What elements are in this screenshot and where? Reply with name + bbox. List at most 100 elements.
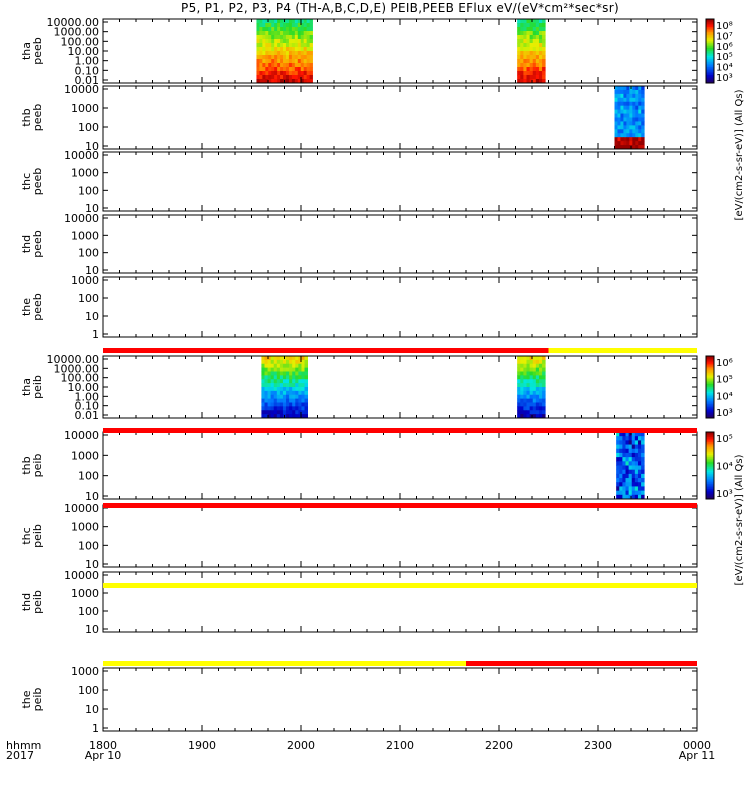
panel-label-thc-peib: thc bbox=[20, 527, 33, 544]
y-tick-label: 10.00 bbox=[68, 381, 100, 394]
mode-bar-bar-2 bbox=[103, 428, 697, 433]
panel-label-the-peeb: the bbox=[20, 298, 33, 316]
y-tick-label: 1000 bbox=[71, 274, 99, 287]
y-tick-label: 1.00 bbox=[75, 55, 100, 68]
chart-title: P5, P1, P2, P3, P4 (TH-A,B,C,D,E) PEIB,P… bbox=[181, 1, 619, 15]
y-tick-label: 1000 bbox=[71, 665, 99, 678]
mode-bar-segment bbox=[466, 661, 697, 666]
mode-bar-segment bbox=[103, 348, 549, 353]
y-tick-label: 1000 bbox=[71, 449, 99, 462]
colorbar-tick-label: 10⁵ bbox=[716, 375, 733, 386]
panel-label-thc-peib: peib bbox=[31, 524, 44, 548]
colorbar-tick-label: 10⁶ bbox=[716, 42, 733, 53]
y-tick-label: 0.10 bbox=[75, 400, 100, 413]
x-tick-date-label: Apr 10 bbox=[84, 749, 122, 762]
panel-frame-thd-peib bbox=[102, 571, 698, 633]
panel-label-tha-peib: tha bbox=[20, 378, 33, 396]
y-tick-label: 10000 bbox=[64, 149, 99, 162]
colorbar-tick-label: 10⁴ bbox=[716, 391, 733, 402]
mode-bar-segment bbox=[103, 428, 697, 433]
y-tick-label: 0.10 bbox=[75, 64, 100, 77]
mode-bar-bar-4 bbox=[103, 583, 697, 588]
y-tick-label: 0.01 bbox=[75, 409, 100, 422]
panel-label-thd-peeb: thd bbox=[20, 235, 33, 253]
spectrogram-block-tha-peib-1 bbox=[261, 356, 308, 419]
x-axis-row-label-year: 2017 bbox=[6, 749, 34, 762]
panel-label-thb-peeb: peeb bbox=[31, 104, 44, 132]
x-axis-row-label-hhmm: hhmm bbox=[6, 739, 42, 752]
panel-frame-thc-peeb bbox=[102, 151, 698, 212]
mode-bar-segment bbox=[103, 503, 697, 508]
mode-bar-bar-5 bbox=[103, 661, 697, 666]
panel-label-thc-peeb: peeb bbox=[31, 168, 44, 196]
panel-label-thb-peib: peib bbox=[31, 454, 44, 478]
y-tick-label: 1000 bbox=[71, 102, 99, 115]
y-tick-label: 100.00 bbox=[61, 372, 100, 385]
spectrogram-block-tha-peib-2 bbox=[517, 356, 546, 419]
y-tick-label: 1000.00 bbox=[54, 26, 100, 39]
y-tick-label: 1000 bbox=[71, 587, 99, 600]
y-tick-label: 1 bbox=[92, 722, 99, 735]
mode-bar-bar-1 bbox=[103, 348, 697, 353]
x-tick-label: 2300 bbox=[584, 739, 612, 752]
y-tick-label: 10 bbox=[85, 310, 99, 323]
y-tick-label: 100 bbox=[78, 684, 99, 697]
y-tick-label: 100 bbox=[78, 292, 99, 305]
mode-bar-segment bbox=[103, 661, 466, 666]
colorbar-thb-peib: 10⁵ 10⁴ 10³ bbox=[705, 431, 733, 500]
y-tick-label: 1000.00 bbox=[54, 362, 100, 375]
colorbar-tick-label: 10⁵ bbox=[716, 434, 733, 445]
panel-frame-tha-peib bbox=[102, 355, 698, 419]
x-tick-label: 2000 bbox=[287, 739, 315, 752]
panel-label-thc-peeb: thc bbox=[20, 173, 33, 190]
panel-label-thb-peib: thb bbox=[20, 456, 33, 474]
y-tick-label: 10000 bbox=[64, 502, 99, 515]
y-tick-label: 100.00 bbox=[61, 35, 100, 48]
colorbar-tha-peib: 10⁶ 10⁵ 10⁴ 10³ bbox=[705, 355, 733, 419]
spectrogram-block-thb-peeb-1 bbox=[614, 86, 645, 150]
panel-label-the-peeb: peeb bbox=[31, 293, 44, 321]
y-tick-label: 10 bbox=[85, 558, 99, 571]
panel-frame-thc-peib bbox=[102, 504, 698, 568]
colorbar-tick-label: 10³ bbox=[716, 489, 733, 500]
y-tick-label: 100 bbox=[78, 605, 99, 618]
y-tick-label: 100 bbox=[78, 247, 99, 260]
panel-frame-thb-peib bbox=[102, 431, 698, 500]
y-tick-label: 10 bbox=[85, 703, 99, 716]
panel-label-the-peib: peib bbox=[31, 688, 44, 712]
mode-bar-segment bbox=[548, 348, 697, 353]
colorbar-tick-label: 10⁸ bbox=[716, 21, 733, 32]
panel-frame-tha-peeb bbox=[102, 18, 698, 84]
y-tick-label: 10000 bbox=[64, 212, 99, 225]
colorbar-tick-label: 10³ bbox=[716, 73, 733, 84]
panel-frame-the-peeb bbox=[102, 276, 698, 338]
y-tick-label: 1000 bbox=[71, 229, 99, 242]
x-tick-date-label: Apr 11 bbox=[678, 749, 716, 762]
panel-label-the-peib: the bbox=[20, 690, 33, 708]
panel-label-thd-peib: peib bbox=[31, 590, 44, 614]
y-tick-label: 10 bbox=[85, 490, 99, 503]
x-tick-label: 2100 bbox=[386, 739, 414, 752]
y-tick-label: 0.01 bbox=[75, 74, 100, 87]
y-tick-label: 10000.00 bbox=[47, 16, 100, 29]
x-tick-label: 1900 bbox=[188, 739, 216, 752]
colorbar-tick-label: 10³ bbox=[716, 408, 733, 419]
colorbar-tick-label: 10⁵ bbox=[716, 52, 733, 63]
panel-label-tha-peeb: peeb bbox=[31, 37, 44, 65]
panel-label-thd-peeb: peeb bbox=[31, 230, 44, 258]
colorbar-tick-label: 10⁴ bbox=[716, 462, 733, 473]
spectrogram-block-thb-peib-1 bbox=[616, 432, 645, 500]
y-tick-label: 10 bbox=[85, 264, 99, 277]
x-tick-label: 1800 bbox=[89, 739, 117, 752]
panel-label-thb-peeb: thb bbox=[20, 108, 33, 126]
panel-frame-the-peib bbox=[102, 667, 698, 732]
y-tick-label: 10000 bbox=[64, 429, 99, 442]
